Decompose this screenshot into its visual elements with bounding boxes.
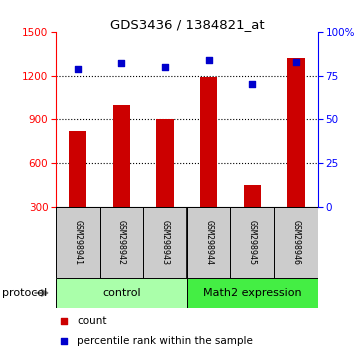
Bar [200,77,217,207]
Point [61,318,67,324]
Text: protocol: protocol [2,288,47,298]
Text: GSM298946: GSM298946 [291,220,300,265]
Point [249,81,255,87]
Point [75,66,81,72]
Point [293,59,299,64]
Bar [187,278,318,308]
Text: GSM298945: GSM298945 [248,220,257,265]
Bar [69,131,87,207]
Text: Math2 expression: Math2 expression [203,288,301,298]
Text: count: count [77,316,106,326]
Point [118,61,124,66]
Text: GSM298942: GSM298942 [117,220,126,265]
Title: GDS3436 / 1384821_at: GDS3436 / 1384821_at [109,18,264,31]
Bar [113,105,130,207]
Bar [100,207,143,278]
Bar [156,119,174,207]
Bar [56,207,100,278]
Bar [187,207,230,278]
Text: GSM298943: GSM298943 [161,220,170,265]
Point [162,64,168,70]
Bar [244,185,261,207]
Bar [230,207,274,278]
Bar [274,207,318,278]
Text: GSM298941: GSM298941 [73,220,82,265]
Bar [56,278,187,308]
Point [206,57,212,63]
Point [61,338,67,344]
Text: GSM298944: GSM298944 [204,220,213,265]
Text: percentile rank within the sample: percentile rank within the sample [77,336,253,346]
Bar [287,58,305,207]
Bar [143,207,187,278]
Text: control: control [102,288,141,298]
